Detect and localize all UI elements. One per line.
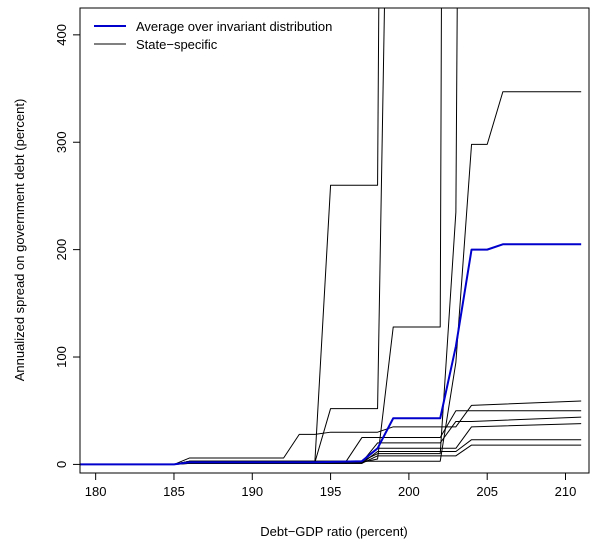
series-average-line <box>80 243 582 466</box>
x-axis: 180 185 190 195 200 205 210 <box>85 473 577 499</box>
y-tick-label: 0 <box>54 461 69 468</box>
series-state-line-4 <box>80 8 458 465</box>
y-tick-label: 200 <box>54 239 69 261</box>
x-tick-label: 200 <box>398 484 420 499</box>
y-axis: 0 100 200 300 400 <box>54 24 80 468</box>
y-tick-label: 300 <box>54 131 69 153</box>
x-tick-label: 180 <box>85 484 107 499</box>
x-axis-title: Debt−GDP ratio (percent) <box>260 524 408 539</box>
x-tick-label: 205 <box>476 484 498 499</box>
x-tick-label: 190 <box>241 484 263 499</box>
legend-state-label: State−specific <box>136 37 218 52</box>
x-tick-label: 195 <box>320 484 342 499</box>
series-state-line-8 <box>80 416 582 465</box>
y-tick-label: 400 <box>54 24 69 46</box>
plot-frame <box>79 7 590 474</box>
series-state-line-2 <box>80 8 385 465</box>
y-axis-title: Annualized spread on government debt (pe… <box>12 99 27 382</box>
series-state-line-1 <box>80 8 380 465</box>
series-state-line-7 <box>80 410 582 465</box>
y-tick-label: 100 <box>54 346 69 368</box>
legend: Average over invariant distribution Stat… <box>94 19 332 52</box>
x-tick-label: 185 <box>163 484 185 499</box>
series-layer <box>80 8 582 466</box>
series-state-line-9 <box>80 423 582 465</box>
series-state-line-3 <box>80 8 442 465</box>
x-tick-label: 210 <box>555 484 577 499</box>
legend-average-label: Average over invariant distribution <box>136 19 332 34</box>
series-state-line-6 <box>80 400 582 465</box>
